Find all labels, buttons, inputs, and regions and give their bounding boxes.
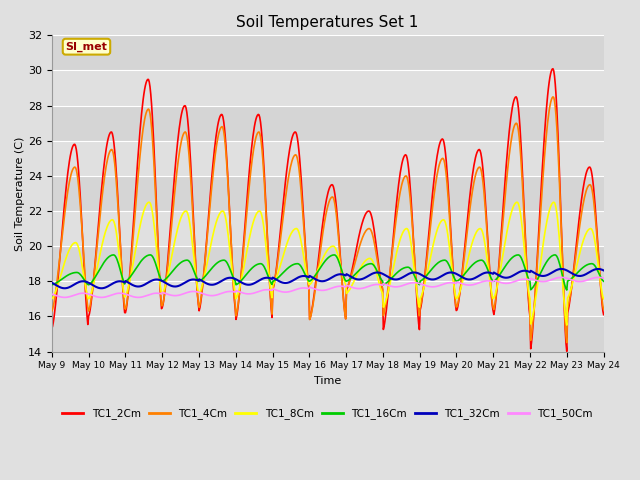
Bar <box>52 246 604 281</box>
Legend: TC1_2Cm, TC1_4Cm, TC1_8Cm, TC1_16Cm, TC1_32Cm, TC1_50Cm: TC1_2Cm, TC1_4Cm, TC1_8Cm, TC1_16Cm, TC1… <box>58 404 597 423</box>
Bar <box>52 106 604 141</box>
Bar <box>52 176 604 211</box>
X-axis label: Time: Time <box>314 376 341 386</box>
Text: SI_met: SI_met <box>65 42 108 52</box>
Bar <box>52 36 604 71</box>
Y-axis label: Soil Temperature (C): Soil Temperature (C) <box>15 136 25 251</box>
Bar <box>52 316 604 351</box>
Title: Soil Temperatures Set 1: Soil Temperatures Set 1 <box>237 15 419 30</box>
